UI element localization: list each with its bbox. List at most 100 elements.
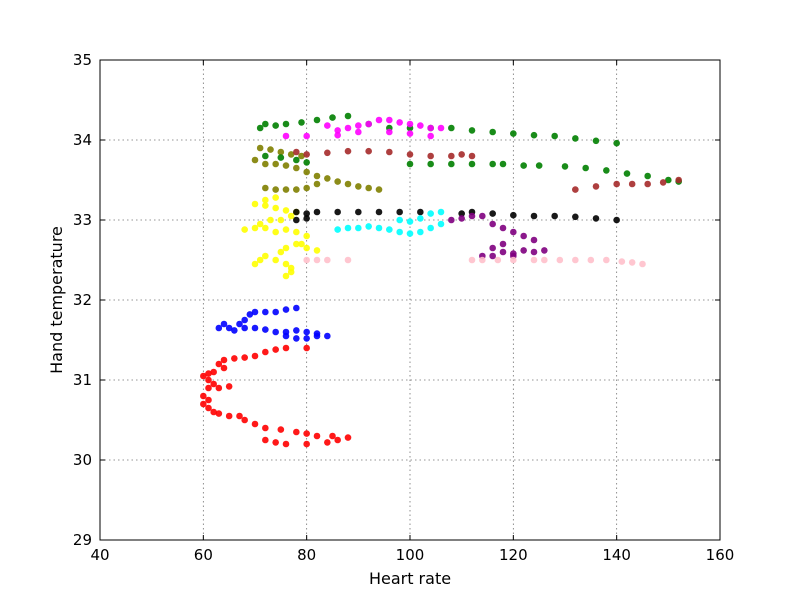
scatter-point	[375, 224, 383, 232]
scatter-point	[375, 116, 383, 124]
scatter-point	[277, 248, 285, 256]
scatter-point	[205, 396, 212, 404]
scatter-point	[313, 256, 321, 264]
scatter-point	[386, 148, 393, 156]
scatter-point	[386, 116, 393, 124]
scatter-point	[489, 128, 496, 136]
scatter-point	[396, 216, 403, 224]
scatter-point	[200, 392, 207, 400]
scatter-point	[313, 208, 321, 216]
scatter-point	[225, 324, 233, 332]
scatter-point	[262, 348, 269, 356]
scatter-point	[313, 180, 321, 188]
scatter-point	[386, 226, 393, 233]
scatter-point	[256, 144, 264, 152]
scatter-point	[200, 372, 207, 380]
scatter-point	[530, 236, 538, 244]
scatter-point	[510, 211, 517, 219]
x-tick-label: 80	[297, 546, 316, 564]
scatter-point	[272, 122, 279, 129]
y-tick-label: 35	[73, 51, 92, 69]
scatter-point	[251, 352, 259, 360]
scatter-point	[313, 247, 321, 254]
scatter-point	[355, 183, 362, 190]
scatter-point	[329, 114, 336, 121]
scatter-point	[262, 424, 269, 432]
scatter-point	[437, 208, 445, 216]
scatter-point	[251, 308, 259, 316]
scatter-point	[256, 124, 264, 132]
scatter-point	[406, 218, 414, 225]
scatter-point	[437, 220, 445, 228]
scatter-point	[277, 154, 285, 161]
scatter-point	[334, 436, 341, 444]
scatter-point	[675, 176, 682, 184]
scatter-point	[272, 194, 279, 201]
scatter-point	[499, 224, 507, 232]
scatter-point	[448, 216, 455, 224]
scatter-point	[251, 324, 259, 332]
scatter-point	[458, 151, 465, 158]
scatter-point	[530, 248, 538, 256]
scatter-point	[489, 252, 496, 260]
scatter-point	[303, 215, 310, 222]
scatter-point	[282, 162, 290, 169]
scatter-point	[468, 160, 476, 168]
scatter-point	[334, 226, 341, 233]
scatter-point	[520, 162, 527, 169]
scatter-point	[365, 184, 372, 192]
scatter-point	[644, 172, 651, 180]
scatter-point	[272, 439, 279, 446]
scatter-point	[344, 147, 352, 155]
x-tick-label: 140	[602, 546, 631, 564]
scatter-point	[205, 370, 212, 377]
scatter-point	[561, 163, 569, 170]
y-tick-label: 30	[73, 451, 92, 469]
scatter-point	[659, 179, 667, 186]
scatter-point	[303, 159, 310, 166]
scatter-point	[251, 260, 259, 268]
scatter-point	[282, 244, 290, 252]
scatter-point	[396, 228, 403, 236]
scatter-point	[303, 256, 310, 264]
scatter-point	[282, 226, 290, 233]
scatter-point	[262, 308, 269, 316]
y-tick-label: 33	[73, 211, 92, 229]
y-tick-label: 31	[73, 371, 92, 389]
scatter-point	[587, 256, 595, 264]
scatter-point	[225, 383, 233, 390]
scatter-point	[298, 240, 305, 248]
scatter-point	[468, 127, 476, 134]
scatter-point	[427, 210, 434, 217]
scatter-point	[417, 215, 424, 222]
scatter-point	[267, 216, 274, 224]
scatter-point	[272, 256, 279, 264]
scatter-point	[592, 215, 600, 222]
scatter-point	[293, 428, 300, 436]
scatter-point	[236, 412, 243, 420]
x-tick-label: 40	[90, 546, 109, 564]
scatter-point	[293, 335, 300, 342]
scatter-point	[510, 256, 517, 264]
scatter-point	[448, 124, 455, 132]
scatter-point	[468, 212, 476, 220]
scatter-point	[313, 116, 321, 124]
scatter-point	[303, 232, 310, 240]
scatter-point	[479, 256, 486, 264]
scatter-point	[375, 208, 383, 216]
scatter-point	[375, 186, 383, 193]
scatter-point	[458, 210, 465, 217]
scatter-point	[334, 131, 341, 139]
scatter-point	[324, 122, 331, 129]
scatter-point	[231, 327, 238, 334]
scatter-point	[324, 439, 331, 446]
scatter-point	[293, 228, 300, 236]
scatter-point	[324, 149, 331, 157]
scatter-point	[215, 384, 223, 392]
scatter-point	[298, 119, 305, 126]
scatter-point	[489, 220, 496, 228]
scatter-point	[262, 252, 269, 260]
scatter-point	[293, 186, 300, 193]
scatter-point	[355, 128, 362, 136]
